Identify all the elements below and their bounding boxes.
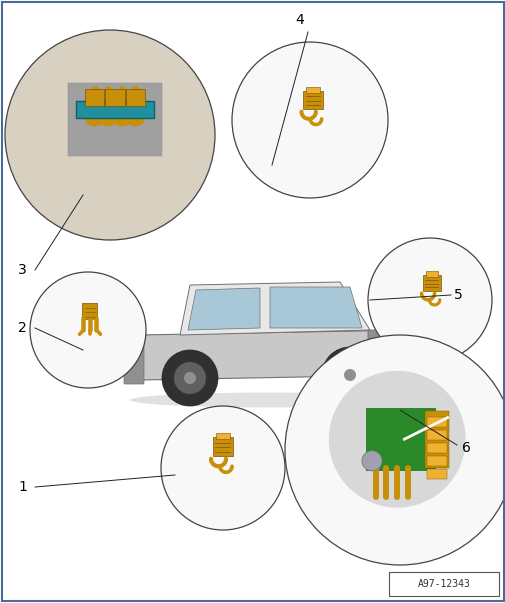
FancyBboxPatch shape: [68, 83, 161, 156]
Circle shape: [161, 406, 284, 530]
FancyBboxPatch shape: [425, 271, 437, 277]
Ellipse shape: [130, 393, 409, 408]
FancyBboxPatch shape: [398, 341, 414, 351]
Circle shape: [333, 359, 365, 391]
Polygon shape: [140, 330, 409, 380]
FancyBboxPatch shape: [426, 430, 446, 440]
FancyBboxPatch shape: [366, 408, 434, 470]
FancyBboxPatch shape: [388, 572, 498, 596]
FancyBboxPatch shape: [426, 417, 446, 427]
Circle shape: [343, 369, 356, 381]
FancyBboxPatch shape: [216, 433, 230, 440]
Circle shape: [284, 335, 505, 565]
FancyBboxPatch shape: [85, 89, 104, 106]
Circle shape: [5, 30, 215, 240]
Polygon shape: [270, 287, 361, 328]
Text: A97-12343: A97-12343: [417, 579, 470, 589]
Text: 4: 4: [294, 13, 303, 27]
FancyBboxPatch shape: [426, 469, 446, 479]
Text: 5: 5: [453, 288, 462, 302]
FancyBboxPatch shape: [125, 89, 144, 106]
Circle shape: [184, 372, 195, 384]
Text: 3: 3: [18, 263, 27, 277]
Text: 2: 2: [18, 321, 27, 335]
Polygon shape: [180, 282, 369, 335]
FancyBboxPatch shape: [426, 443, 446, 453]
Circle shape: [174, 362, 206, 394]
Circle shape: [30, 272, 146, 388]
FancyBboxPatch shape: [213, 438, 232, 456]
FancyBboxPatch shape: [75, 101, 154, 118]
Text: 1: 1: [18, 480, 27, 494]
FancyBboxPatch shape: [303, 91, 322, 109]
Circle shape: [367, 238, 491, 362]
Circle shape: [231, 42, 387, 198]
Circle shape: [328, 371, 465, 508]
FancyBboxPatch shape: [422, 275, 440, 291]
FancyBboxPatch shape: [367, 330, 411, 382]
FancyBboxPatch shape: [424, 411, 448, 467]
Text: 6: 6: [461, 441, 470, 455]
FancyBboxPatch shape: [124, 337, 144, 384]
Circle shape: [321, 347, 377, 403]
Polygon shape: [188, 288, 260, 330]
FancyBboxPatch shape: [105, 89, 124, 106]
FancyBboxPatch shape: [426, 456, 446, 466]
FancyBboxPatch shape: [306, 87, 319, 93]
FancyBboxPatch shape: [82, 303, 97, 319]
Circle shape: [162, 350, 218, 406]
Circle shape: [361, 450, 381, 471]
